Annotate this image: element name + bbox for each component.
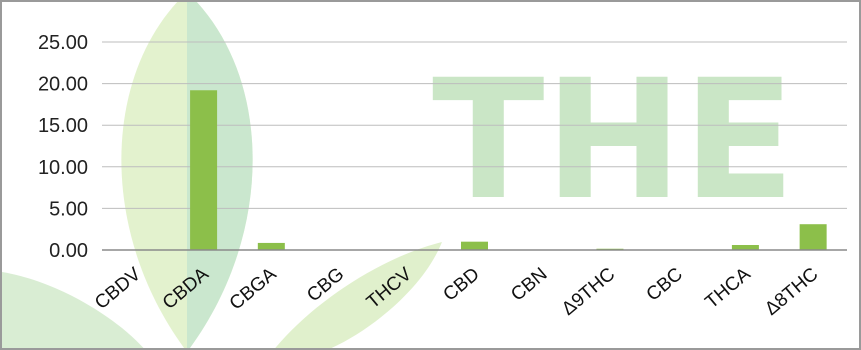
y-tick-label: 20.00 bbox=[38, 74, 88, 96]
x-tick-label: CBN bbox=[507, 264, 551, 306]
x-tick-label: Δ8THC bbox=[761, 264, 822, 320]
gridlines bbox=[102, 41, 847, 209]
y-tick-label: 25.00 bbox=[38, 32, 88, 54]
x-tick-label: CBDV bbox=[91, 264, 145, 314]
x-tick-label: CBD bbox=[439, 264, 483, 306]
leaf-shape-middle bbox=[275, 242, 442, 348]
x-tick-label: THCA bbox=[701, 264, 754, 314]
leaf-shape-overlay bbox=[187, 2, 253, 348]
x-tick-label: CBC bbox=[643, 264, 687, 306]
y-tick-label: 0.00 bbox=[49, 240, 88, 262]
background-leaf-decoration: THE bbox=[2, 2, 795, 348]
bar-CBD bbox=[461, 241, 488, 250]
bar-CBGA bbox=[257, 242, 285, 250]
bar-THCA bbox=[731, 245, 759, 250]
bar-CBDA bbox=[190, 90, 218, 250]
y-tick-label: 15.00 bbox=[38, 115, 88, 137]
watermark-text: THE bbox=[432, 44, 795, 236]
x-tick-label: Δ9THC bbox=[558, 264, 619, 320]
leaf-shape-left bbox=[2, 272, 144, 348]
y-tick-label: 5.00 bbox=[49, 198, 88, 220]
y-axis-tick-labels: 0.00 5.00 10.00 15.00 20.00 25.00 bbox=[38, 32, 88, 262]
bar-Δ8THC bbox=[799, 224, 827, 250]
x-tick-label: CBGA bbox=[226, 264, 281, 315]
y-tick-label: 10.00 bbox=[38, 157, 88, 179]
bars bbox=[190, 90, 827, 250]
